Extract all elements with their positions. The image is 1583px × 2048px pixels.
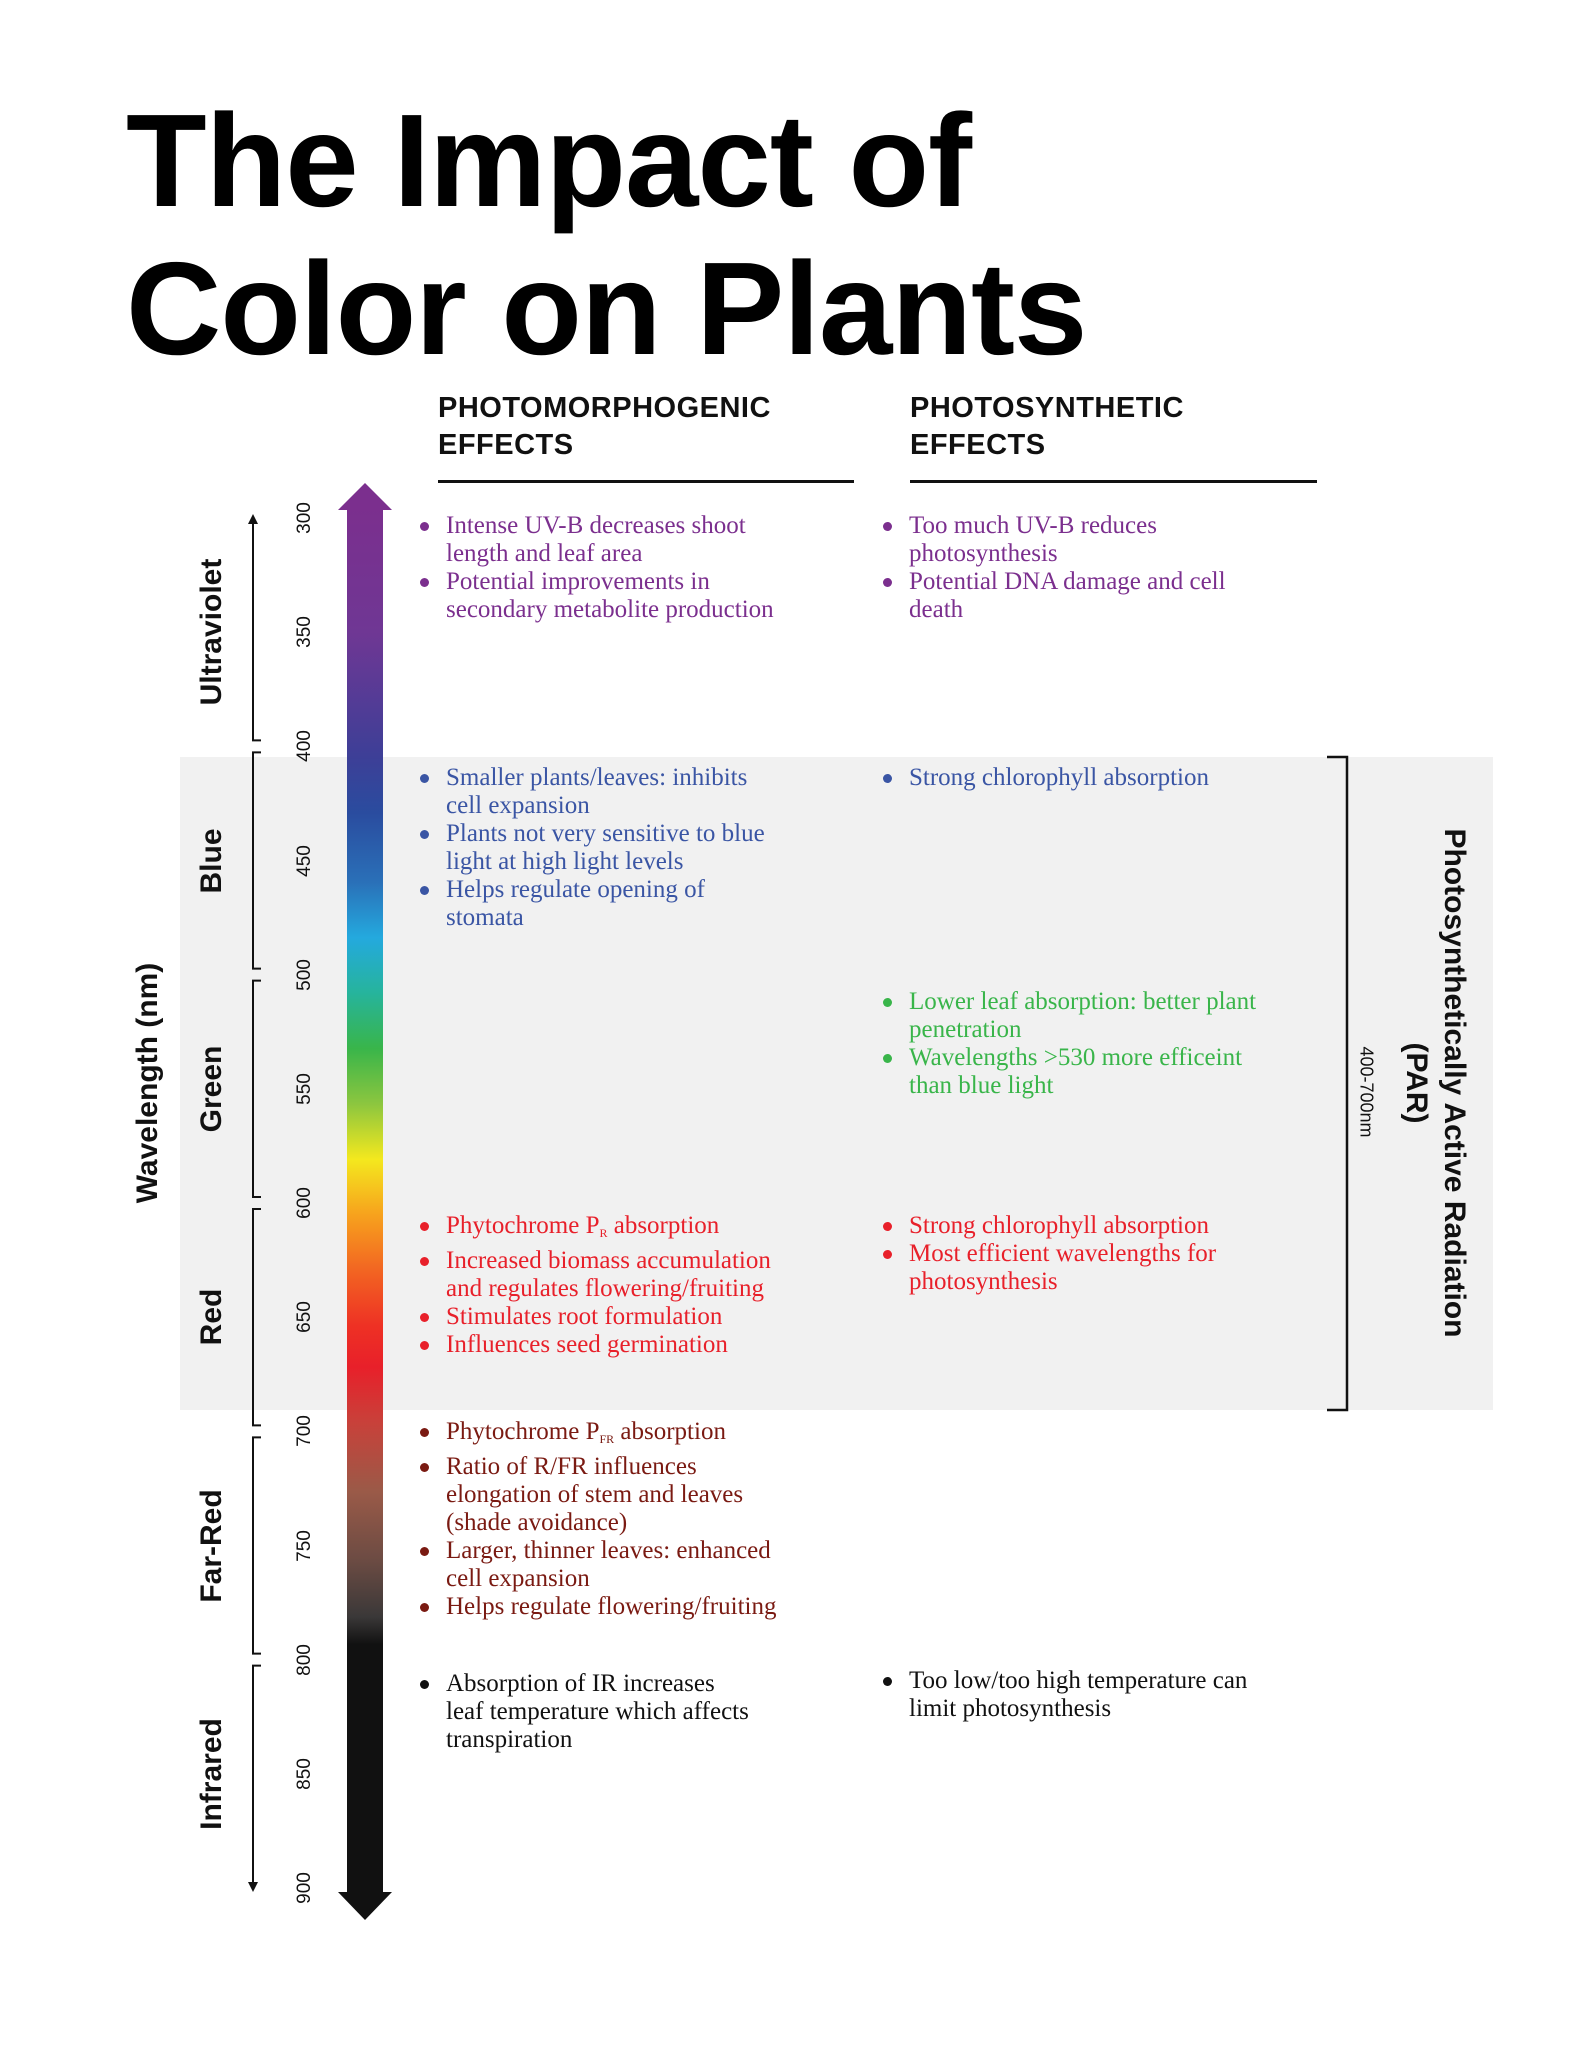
uv-photomorphogenic-effects: Intense UV-B decreases shoot length and l… [420, 512, 774, 624]
tick-label: 750 [294, 1529, 315, 1562]
list-item: Phytochrome PR absorption [420, 1212, 771, 1247]
tick-label: 450 [294, 844, 315, 877]
list-item: Phytochrome PFR absorption [420, 1418, 776, 1453]
photosynthetic-header: PHOTOSYNTHETIC EFFECTS [910, 390, 1184, 464]
list-item: Potential improvements in secondary metab… [420, 568, 774, 624]
list-item: Influences seed germination [420, 1331, 771, 1359]
par-title-line-2: (PAR) [1400, 1042, 1433, 1124]
wavelength-axis-title: Wavelength (nm) [131, 962, 164, 1204]
photomorphogenic-header-rule [438, 480, 854, 483]
photomorphogenic-header-line-2: EFFECTS [438, 429, 574, 461]
region-label-far-red: Far-Red [195, 1488, 228, 1603]
par-band [180, 757, 1493, 1410]
list-item: Strong chlorophyll absorption [883, 1212, 1216, 1240]
far-red-photomorphogenic-effects: Phytochrome PFR absorption Ratio of R/FR… [420, 1418, 776, 1621]
tick-label: 900 [294, 1872, 315, 1904]
uv-photosynthetic-effects: Too much UV-B reduces photosynthesis Poten… [883, 512, 1226, 624]
list-item: Potential DNA damage and cell death [883, 568, 1226, 624]
spectrum-gradient-bar [347, 508, 383, 1894]
list-item: Strong chlorophyll absorption [883, 764, 1209, 792]
bracket-far-red [252, 1436, 261, 1655]
list-item: Too low/too high temperature can limit ph… [883, 1667, 1247, 1723]
list-item: Helps regulate flowering/fruiting [420, 1593, 776, 1621]
spectrum-arrow-head-down [338, 1892, 392, 1920]
tick-label: 550 [294, 1072, 315, 1105]
photomorphogenic-header: PHOTOMORPHOGENIC EFFECTS [438, 390, 771, 464]
infrared-photosynthetic-effects: Too low/too high temperature can limit ph… [883, 1667, 1247, 1723]
list-item: Ratio of R/FR influences elongation of st… [420, 1453, 776, 1537]
photosynthetic-header-line-2: EFFECTS [910, 429, 1046, 461]
bracket-arrow-up-icon [248, 514, 258, 524]
page-title-line-2: Color on Plants [126, 235, 1087, 382]
tick-label: 300 [294, 502, 315, 534]
bracket-blue [252, 751, 261, 970]
list-item: Helps regulate opening of stomata [420, 876, 765, 932]
spectrum-arrow-head-up [338, 483, 392, 510]
region-label-infrared: Infrared [195, 1717, 228, 1830]
green-photosynthetic-effects: Lower leaf absorption: better plant penet… [883, 988, 1256, 1100]
bracket-arrow-down-icon [248, 1882, 258, 1892]
bracket-red [252, 1208, 261, 1427]
infrared-photomorphogenic-effects: Absorption of IR increases leaf temperatu… [420, 1670, 749, 1754]
list-item: Plants not very sensitive to blue light a… [420, 820, 765, 876]
bracket-ultraviolet [252, 518, 261, 742]
region-label-green: Green [195, 1045, 228, 1133]
blue-photosynthetic-effects: Strong chlorophyll absorption [883, 764, 1209, 792]
region-label-red: Red [195, 1288, 228, 1346]
blue-photomorphogenic-effects: Smaller plants/leaves: inhibits cell expa… [420, 764, 765, 932]
list-item: Wavelengths >530 more efficeint than blue… [883, 1044, 1256, 1100]
par-title: Photosynthetically Active Radiation (PAR… [1397, 829, 1473, 1338]
list-item: Intense UV-B decreases shoot length and l… [420, 512, 774, 568]
list-item: Absorption of IR increases leaf temperatu… [420, 1670, 749, 1754]
bracket-infrared [252, 1664, 261, 1888]
spectrum-arrow [338, 483, 392, 1920]
tick-label: 400 [294, 730, 315, 763]
par-range-label: 400-700nm [1356, 1046, 1377, 1138]
photosynthetic-header-line-1: PHOTOSYNTHETIC [910, 392, 1184, 424]
list-item: Lower leaf absorption: better plant penet… [883, 988, 1256, 1044]
tick-label: 350 [294, 616, 315, 649]
photomorphogenic-header-line-1: PHOTOMORPHOGENIC [438, 392, 771, 424]
tick-label: 650 [294, 1301, 315, 1334]
bracket-green [252, 979, 261, 1198]
tick-label: 850 [294, 1757, 315, 1790]
par-title-line-1: Photosynthetically Active Radiation [1438, 828, 1471, 1338]
red-photomorphogenic-effects: Phytochrome PR absorption Increased biom… [420, 1212, 771, 1359]
list-item: Too much UV-B reduces photosynthesis [883, 512, 1226, 568]
tick-label: 500 [294, 958, 315, 991]
list-item: Most efficient wavelengths for photosynth… [883, 1240, 1216, 1296]
region-brackets [248, 514, 261, 1892]
par-bracket [1327, 755, 1349, 1412]
tick-label: 600 [294, 1187, 315, 1219]
region-label-ultraviolet: Ultraviolet [195, 558, 228, 706]
red-photosynthetic-effects: Strong chlorophyll absorption Most effici… [883, 1212, 1216, 1296]
page-title-line-1: The Impact of [126, 87, 972, 234]
tick-label: 800 [294, 1643, 315, 1676]
region-label-blue: Blue [195, 827, 228, 894]
list-item: Smaller plants/leaves: inhibits cell expa… [420, 764, 765, 820]
tick-label: 700 [294, 1415, 315, 1448]
photosynthetic-header-rule [910, 480, 1317, 483]
list-item: Increased biomass accumulation and regula… [420, 1247, 771, 1303]
list-item: Larger, thinner leaves: enhanced cell exp… [420, 1537, 776, 1593]
list-item: Stimulates root formulation [420, 1303, 771, 1331]
